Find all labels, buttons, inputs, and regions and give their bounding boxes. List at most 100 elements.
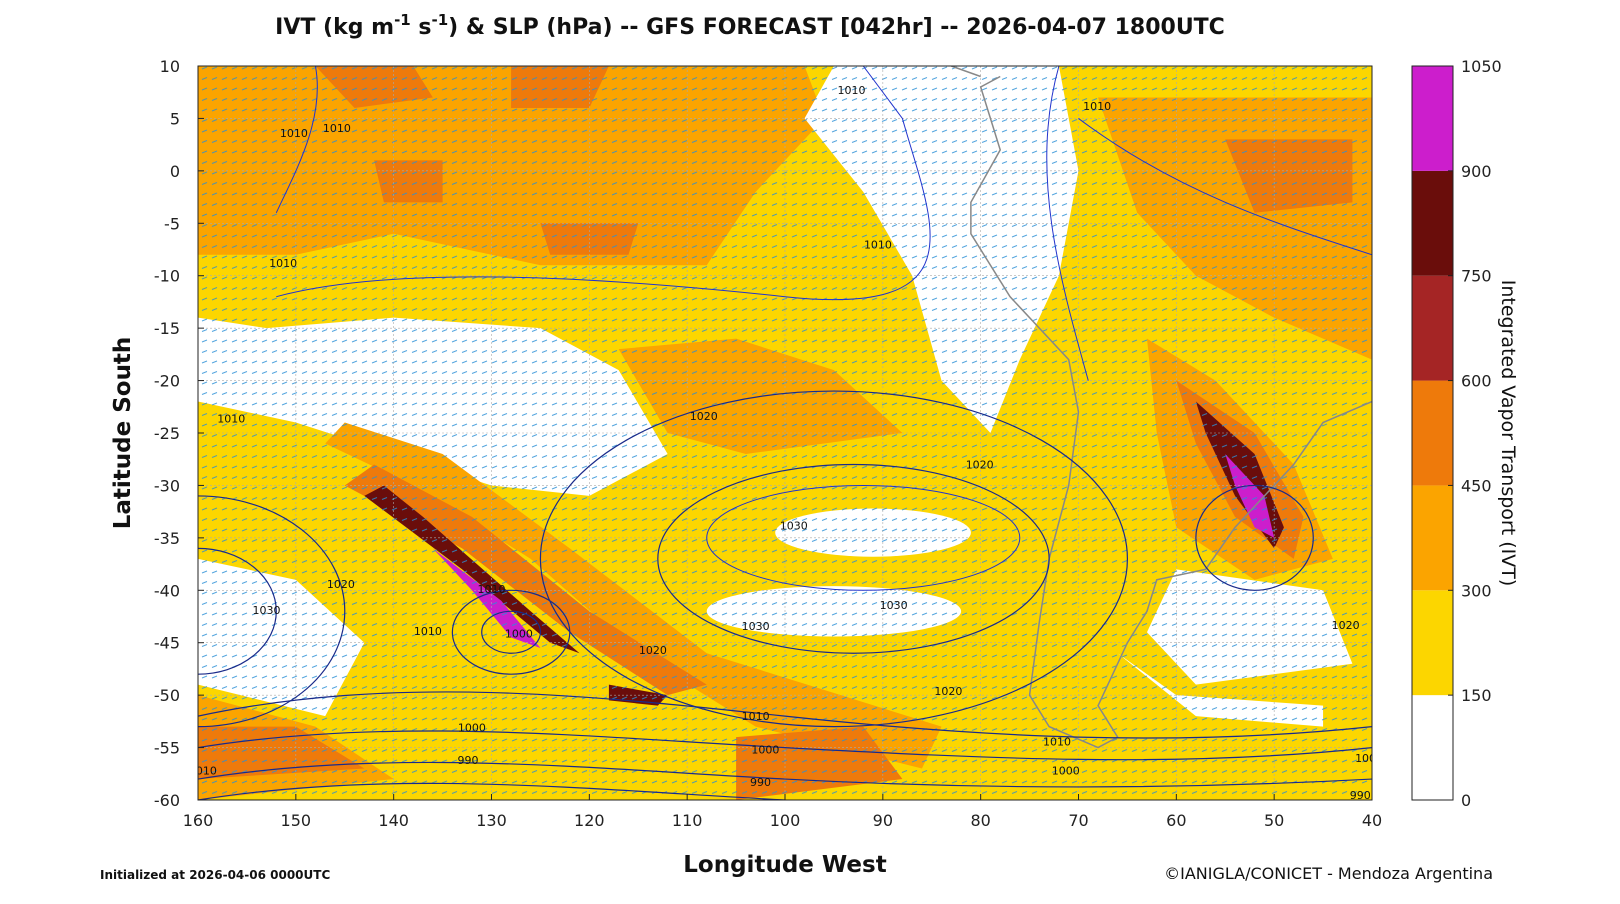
y-tick-label: -50: [154, 686, 180, 705]
colorbar-frame: [1411, 65, 1454, 801]
contour-label: 1000: [1355, 752, 1383, 765]
x-tick-label: 70: [1068, 811, 1088, 830]
title-superscript: -1: [394, 11, 411, 29]
colorbar-segment: [1412, 275, 1453, 381]
contour-label: 990: [750, 776, 771, 789]
map-field: 1010 1010 1010 1010 1010 1010 1020 1020 1030 1030…: [189, 66, 1383, 802]
contour-label: 1010: [478, 583, 506, 596]
y-tick-label: -40: [154, 581, 180, 600]
y-tick-label: -45: [154, 634, 180, 653]
x-tick-label: 120: [574, 811, 605, 830]
footer-right: ©IANIGLA/CONICET - Mendoza Argentina: [1164, 864, 1493, 883]
y-tick-label: -35: [154, 529, 180, 548]
contour-label: 1010: [217, 412, 245, 425]
colorbar-tick-label: 1050: [1461, 57, 1502, 76]
x-tick-label: 110: [672, 811, 703, 830]
y-tick-label: -30: [154, 476, 180, 495]
x-tick-label: 140: [378, 811, 409, 830]
colorbar-tick-label: 600: [1461, 372, 1492, 391]
isobar: [1196, 485, 1313, 590]
axes: 160 150 140 130 120 110 100 90 80 70 60 50 401050-5-…: [154, 57, 1382, 830]
x-tick-label: 130: [476, 811, 507, 830]
colorbar-tick-label: 750: [1461, 267, 1492, 286]
contour-label: 1020: [639, 644, 667, 657]
colorbar-segment: [1412, 66, 1453, 171]
colorbar-segment: [1412, 695, 1453, 800]
wind-vectors: [198, 66, 1372, 800]
title-part: IVT (kg m: [275, 15, 394, 40]
contour-label: 1030: [780, 519, 808, 532]
isobar: [707, 485, 1020, 590]
contour-label: 1030: [252, 604, 280, 617]
y-tick-label: -20: [154, 372, 180, 391]
contour-label: 990: [458, 754, 479, 767]
colorbar-segment: [1412, 380, 1453, 486]
isobar: [658, 464, 1049, 653]
y-tick-label: 0: [170, 162, 180, 181]
contour-label: 1010: [189, 765, 217, 778]
x-tick-label: 160: [183, 811, 214, 830]
x-axis-label: Longitude West: [683, 852, 886, 878]
contour-label: 1000: [1052, 765, 1080, 778]
contour-label: 1030: [880, 599, 908, 612]
colorbar-label: Integrated Vapor Transport (IVT): [1497, 280, 1519, 586]
x-tick-label: 40: [1362, 811, 1382, 830]
x-tick-label: 90: [873, 811, 893, 830]
contour-label: 1000: [458, 722, 486, 735]
coastline: [951, 66, 1372, 748]
contour-label: 1010: [1043, 735, 1071, 748]
title-part: s: [411, 15, 432, 40]
contour-label: 1020: [966, 458, 994, 471]
contour-label: 1000: [751, 744, 779, 757]
colorbar-segment: [1412, 170, 1453, 276]
colorbar-tick-label: 450: [1461, 476, 1492, 495]
y-tick-label: 5: [170, 109, 180, 128]
contour-label: 1010: [414, 625, 442, 638]
contour-labels: 1010 1010 1010 1010 1010 1010 1020 1020 1030 1030…: [189, 84, 1383, 802]
contour-label: 1010: [1083, 100, 1111, 113]
y-axis-label: Latitude South: [110, 337, 136, 530]
contour-label: 1000: [505, 627, 533, 640]
contour-label: 1010: [323, 122, 351, 135]
colorbar-tick-label: 0: [1461, 791, 1471, 810]
contour-label: 1010: [838, 84, 866, 97]
colorbar-tick-label: 150: [1461, 686, 1492, 705]
contour-label: 1030: [742, 620, 770, 633]
x-tick-label: 60: [1166, 811, 1186, 830]
contour-label: 1010: [742, 710, 770, 723]
y-tick-label: -15: [154, 319, 180, 338]
colorbar-segment: [1412, 590, 1453, 696]
contour-label: 1020: [690, 410, 718, 423]
isobar: [540, 391, 1127, 727]
colorbar: 0 150 300 450 600 750 900 1050: [1411, 57, 1502, 810]
contour-label: 990: [1350, 789, 1371, 802]
footer-left: Initialized at 2026-04-06 0000UTC: [100, 868, 330, 882]
contour-label: 1020: [327, 578, 355, 591]
contour-label: 1010: [864, 238, 892, 251]
isobar: [452, 590, 569, 674]
contour-label: 1020: [1332, 619, 1360, 632]
contour-label: 1010: [269, 257, 297, 270]
colorbar-tick-label: 300: [1461, 581, 1492, 600]
y-tick-label: -55: [154, 739, 180, 758]
colorbar-tick-label: 900: [1461, 162, 1492, 181]
x-tick-label: 100: [770, 811, 801, 830]
y-tick-label: -5: [164, 214, 180, 233]
title-superscript: -1: [432, 11, 449, 29]
y-tick-label: 10: [160, 57, 180, 76]
map-title: IVT (kg m-1 s-1) & SLP (hPa) -- GFS FORE…: [275, 11, 1225, 40]
x-tick-label: 80: [970, 811, 990, 830]
contour-label: 1020: [934, 685, 962, 698]
colorbar-segment: [1412, 485, 1453, 591]
x-tick-label: 150: [281, 811, 312, 830]
y-tick-label: -25: [154, 424, 180, 443]
isobar: [482, 611, 541, 653]
isobar: [198, 692, 1372, 800]
y-tick-label: -10: [154, 267, 180, 286]
contour-label: 1010: [280, 127, 308, 140]
y-tick-label: -60: [154, 791, 180, 810]
x-tick-label: 50: [1264, 811, 1284, 830]
title-part: ) & SLP (hPa) -- GFS FORECAST [042hr] --…: [448, 15, 1225, 40]
isobar: [276, 66, 1372, 381]
